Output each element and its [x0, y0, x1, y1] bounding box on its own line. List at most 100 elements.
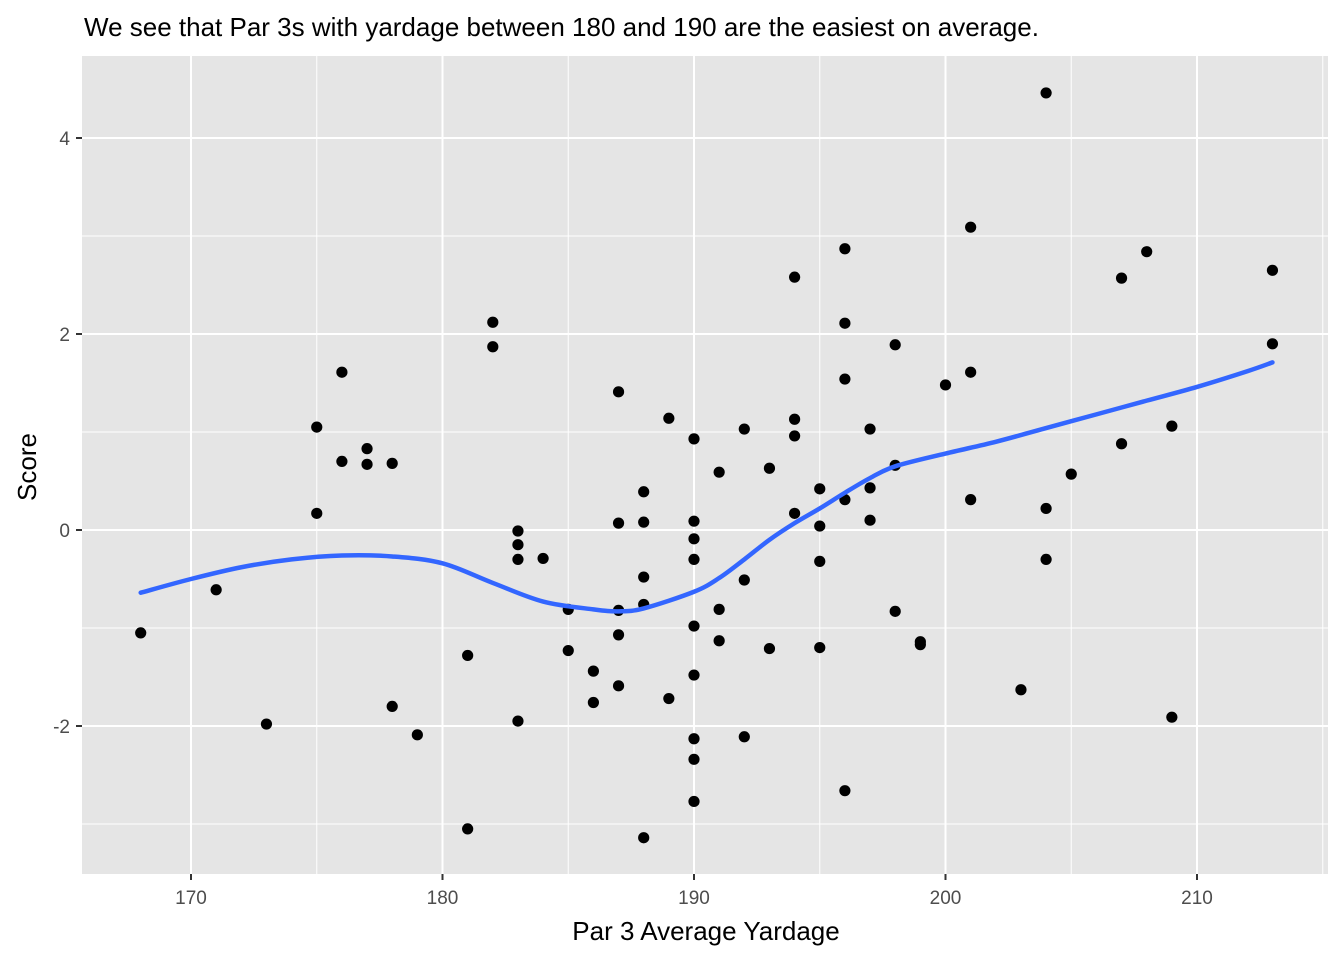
data-point: [738, 423, 750, 435]
data-point: [260, 718, 273, 730]
data-point: [386, 700, 398, 713]
data-point: [1266, 264, 1279, 276]
y-axis: -2 0 2 4: [53, 129, 82, 738]
data-point: [336, 455, 348, 467]
data-point: [512, 553, 524, 566]
data-point: [1115, 438, 1128, 450]
data-point: [814, 483, 826, 495]
data-point: [814, 555, 826, 567]
data-point: [612, 517, 625, 529]
data-point: [487, 316, 499, 328]
data-point: [135, 627, 147, 639]
data-point: [789, 271, 801, 283]
data-point: [763, 462, 776, 474]
data-point: [814, 520, 826, 532]
x-tick-label: 210: [1181, 888, 1213, 909]
data-point: [1015, 684, 1027, 696]
data-point: [814, 642, 826, 654]
y-tick-label: 4: [59, 129, 70, 150]
x-tick-label: 190: [678, 888, 710, 909]
data-point: [638, 486, 650, 498]
data-point: [965, 366, 977, 378]
data-point: [864, 482, 876, 494]
data-point: [688, 753, 700, 765]
data-point: [1166, 711, 1178, 723]
data-point: [713, 603, 725, 615]
data-point: [738, 731, 750, 743]
data-point: [789, 507, 801, 519]
data-point: [839, 785, 851, 797]
data-point: [889, 605, 901, 617]
data-point: [537, 552, 549, 565]
data-point: [864, 514, 876, 526]
data-point: [411, 729, 423, 741]
y-tick-label: -2: [53, 717, 70, 738]
y-tick-label: 0: [59, 521, 70, 542]
data-point: [512, 539, 524, 551]
data-point: [311, 507, 323, 519]
data-point: [839, 373, 851, 385]
data-point: [1166, 420, 1178, 432]
data-point: [311, 421, 323, 433]
data-point: [789, 413, 801, 425]
data-point: [738, 574, 750, 586]
data-point: [612, 386, 625, 398]
data-point: [864, 423, 876, 435]
minor-gridlines: [82, 56, 1328, 874]
data-point: [713, 466, 725, 478]
data-point: [638, 571, 650, 583]
data-point: [386, 457, 398, 469]
data-point: [562, 644, 574, 657]
data-point: [688, 533, 700, 545]
data-point: [1266, 338, 1279, 350]
data-point: [512, 715, 524, 727]
data-point: [914, 639, 926, 651]
data-point: [688, 795, 700, 808]
x-tick-label: 170: [175, 888, 207, 909]
smooth-trend-line: [138, 360, 1275, 614]
x-tick-label: 180: [427, 888, 459, 909]
major-gridlines: [82, 56, 1328, 874]
data-point: [462, 823, 474, 835]
data-point: [512, 525, 524, 537]
data-point: [612, 680, 625, 692]
data-point: [839, 243, 851, 255]
data-point: [1065, 468, 1077, 480]
data-point: [688, 669, 700, 681]
data-point: [638, 516, 650, 528]
data-point: [462, 649, 474, 662]
data-point: [663, 412, 675, 424]
y-axis-title: Score: [12, 433, 42, 501]
data-point: [361, 458, 373, 470]
data-point: [1040, 502, 1052, 515]
data-point: [965, 221, 977, 233]
data-point: [763, 642, 776, 655]
data-point: [965, 494, 977, 506]
data-point: [1141, 246, 1153, 258]
data-point: [688, 515, 700, 527]
data-point: [638, 832, 650, 844]
data-point: [688, 433, 700, 445]
chart-title: We see that Par 3s with yardage between …: [84, 12, 1039, 42]
data-point: [587, 665, 600, 677]
data-point: [612, 629, 625, 641]
plot-panel: [82, 56, 1328, 874]
data-point: [789, 430, 801, 442]
y-tick-label: 2: [59, 325, 70, 346]
data-point: [487, 341, 499, 353]
data-point: [939, 379, 952, 391]
data-point: [210, 584, 222, 596]
data-point: [839, 317, 851, 329]
data-point: [663, 692, 675, 705]
data-point: [361, 443, 373, 455]
data-point: [713, 635, 725, 647]
data-point: [1040, 87, 1052, 99]
data-point: [587, 696, 600, 709]
data-point: [336, 366, 348, 378]
data-point: [688, 733, 700, 745]
x-tick-label: 200: [930, 888, 962, 909]
data-point: [1115, 272, 1128, 284]
x-axis: 170 180 190 200 210: [175, 874, 1213, 909]
data-point: [889, 339, 901, 351]
data-point: [1040, 553, 1052, 566]
